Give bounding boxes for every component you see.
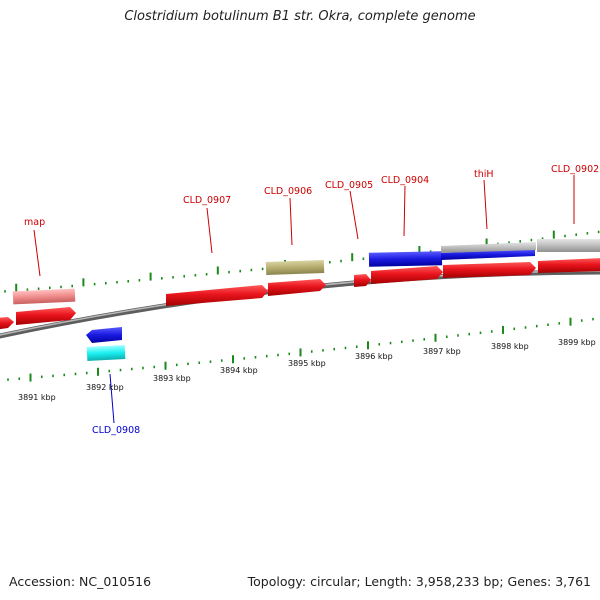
kbp-label: 3894 kbp [220,366,258,375]
feature-olive[interactable] [265,259,325,276]
reverse-genes [86,327,126,361]
gene-arrow[interactable] [354,274,371,287]
gene-label-thih[interactable]: thiH [474,169,494,180]
gene-label-cld0906[interactable]: CLD_0906 [264,186,312,197]
scale-labels: 3891 kbp 3892 kbp 3893 kbp 3894 kbp 3895… [18,338,596,402]
gene-label-cld0905[interactable]: CLD_0905 [325,180,373,191]
kbp-label: 3895 kbp [288,359,326,368]
gene-label-map[interactable]: map [24,217,45,228]
feature-blue-thih[interactable] [441,249,535,260]
feature-gray-thih[interactable] [441,242,536,253]
feature-blue-cld0904[interactable] [368,251,443,267]
label-leaders [33,175,575,424]
kbp-label: 3897 kbp [423,347,461,356]
kbp-label: 3896 kbp [355,352,393,361]
gene-label-cld0908[interactable]: CLD_0908 [92,425,140,436]
pseudo-gene-map[interactable] [12,288,76,305]
gene-arrow[interactable] [166,285,268,306]
kbp-label: 3893 kbp [153,374,191,383]
feature-cyan[interactable] [86,345,126,361]
kbp-label: 3898 kbp [491,342,529,351]
gene-arrow[interactable] [538,258,600,273]
kbp-label: 3899 kbp [558,338,596,347]
kbp-label: 3892 kbp [86,383,124,392]
gene-arrow[interactable] [16,307,76,325]
gene-label-cld0907[interactable]: CLD_0907 [183,195,231,206]
genome-title: Clostridium botulinum B1 str. Okra, comp… [124,9,476,24]
feature-gray-cld0902[interactable] [537,239,600,252]
gene-arrow[interactable] [443,262,536,278]
gene-labels: map CLD_0907 CLD_0906 CLD_0905 CLD_0904 … [24,164,599,436]
lower-scale-track [7,317,594,382]
gene-arrow[interactable] [371,266,443,284]
gene-arrow[interactable] [0,317,14,330]
forward-genes [0,239,600,330]
kbp-label: 3891 kbp [18,393,56,402]
accession-text: Accession: NC_010516 [9,574,152,589]
gene-label-cld0902[interactable]: CLD_0902 [551,164,599,175]
gene-label-cld0904[interactable]: CLD_0904 [381,175,429,186]
gene-arrow-reverse[interactable] [86,327,122,343]
gene-arrow[interactable] [268,279,326,296]
topology-text: Topology: circular; Length: 3,958,233 bp… [247,574,591,589]
